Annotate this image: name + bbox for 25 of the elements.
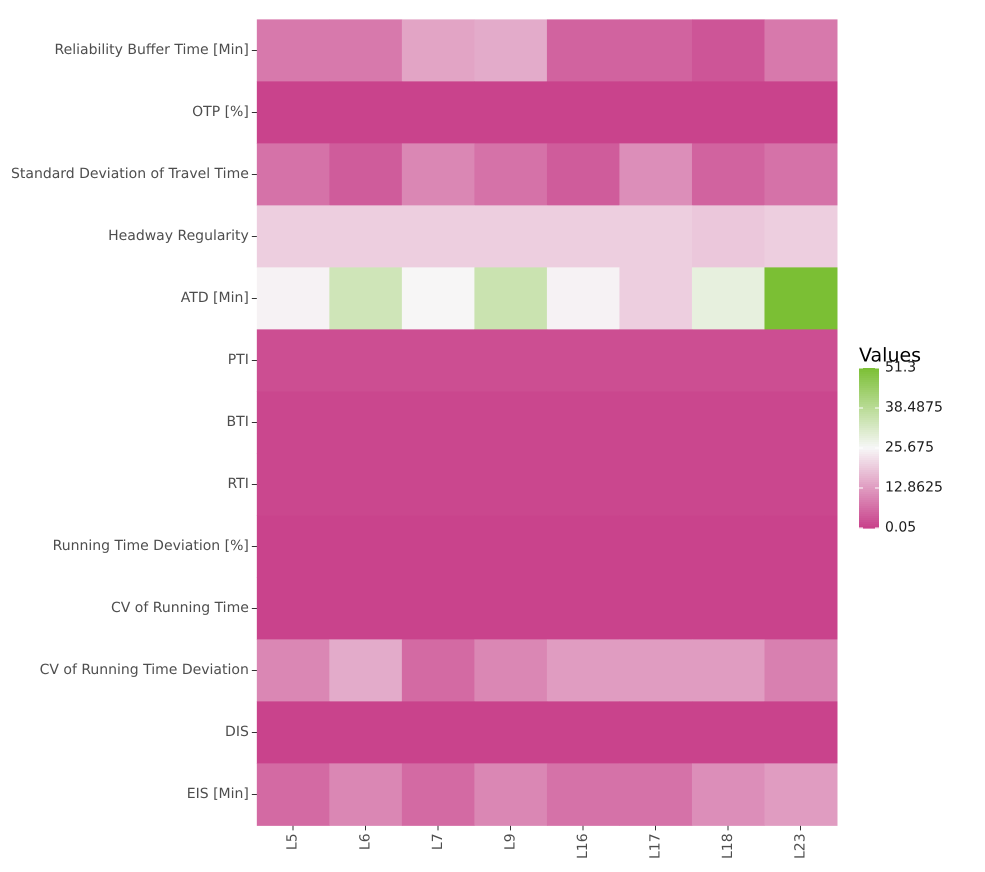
y-tick-label: Running Time Deviation [%] (52, 538, 249, 554)
x-tick-label: L17 (647, 833, 664, 860)
color-bar-label: 38.4875 (885, 400, 943, 416)
y-tick-label: OTP [%] (192, 104, 249, 120)
y-tick-label: CV of Running Time Deviation (40, 662, 249, 678)
x-tick-label: L7 (430, 833, 446, 850)
y-tick-label: Standard Deviation of Travel Time (10, 166, 249, 182)
color-bar-label: 12.8625 (885, 480, 943, 496)
color-bar-label: 25.675 (885, 440, 934, 456)
y-tick-label: PTI (228, 352, 249, 368)
x-tick-label: L23 (792, 833, 808, 860)
y-tick-label: DIS (225, 724, 249, 740)
y-tick-label: Reliability Buffer Time [Min] (54, 42, 249, 58)
x-tick-label: L18 (720, 833, 736, 860)
y-tick-label: EIS [Min] (186, 786, 249, 802)
y-tick-label: Headway Regularity (108, 228, 249, 244)
y-tick-label: CV of Running Time (111, 600, 249, 616)
y-tick-label: BTI (226, 414, 249, 430)
x-tick-label: L16 (574, 833, 591, 860)
color-bar-label: 0.05 (885, 520, 916, 536)
y-tick-label: ATD [Min] (180, 290, 249, 306)
x-tick-label: L6 (357, 833, 374, 850)
x-tick-label: L5 (284, 833, 301, 850)
y-tick-label: RTI (227, 476, 249, 492)
x-tick-label: L9 (502, 833, 518, 850)
